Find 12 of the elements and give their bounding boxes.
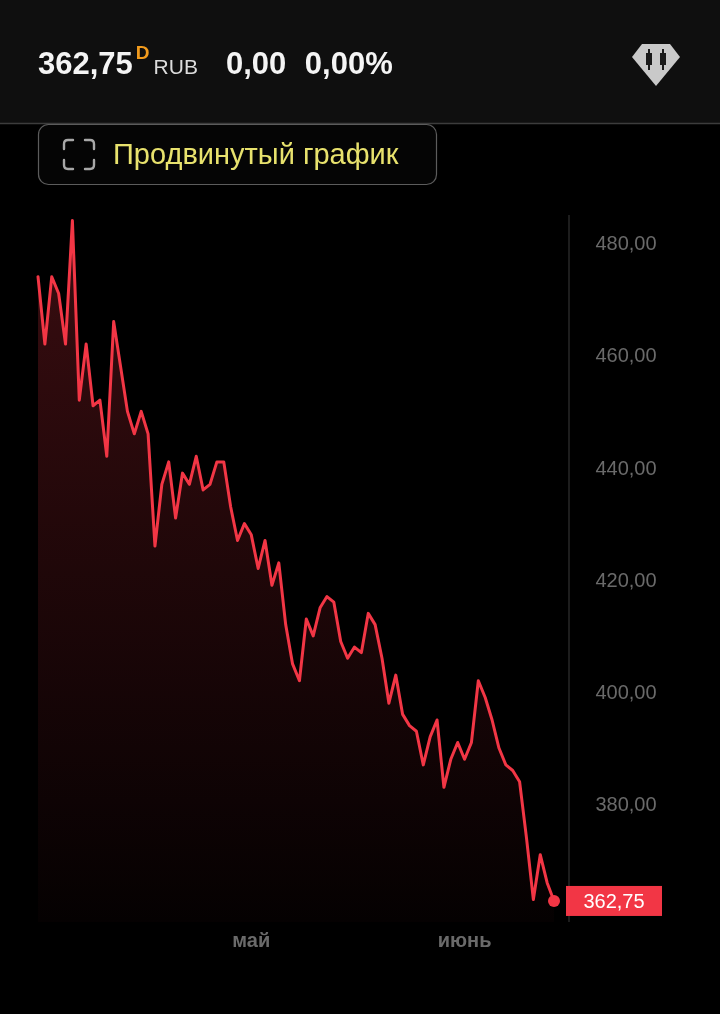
y-tick-label: 460,00 xyxy=(595,344,657,367)
y-tick-label: 440,00 xyxy=(595,456,657,479)
y-tick-label: 480,00 xyxy=(595,232,657,255)
x-tick-label: май xyxy=(232,929,271,951)
text: Продвинутый график xyxy=(113,138,399,170)
chart-title: 362,75$^{D}$ RUB xyxy=(38,42,198,81)
chart-subtitle: 0,00 0,00% xyxy=(225,46,393,82)
x-tick-label: июнь xyxy=(437,929,492,951)
y-tick-label: 380,00 xyxy=(595,793,657,816)
data-label: 362,75 xyxy=(583,889,645,912)
y-tick-label: 400,00 xyxy=(595,680,657,703)
y-tick-label: 420,00 xyxy=(595,568,657,591)
